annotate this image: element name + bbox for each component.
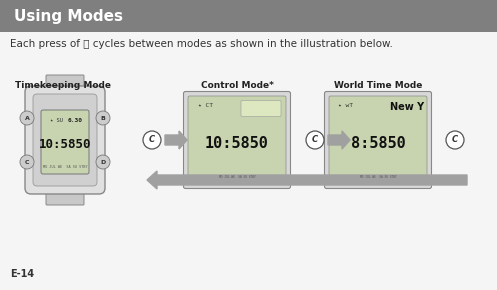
FancyBboxPatch shape [46, 187, 84, 205]
Circle shape [96, 111, 110, 125]
Text: C: C [25, 160, 29, 164]
FancyBboxPatch shape [241, 101, 281, 117]
Circle shape [306, 131, 324, 149]
Text: Each press of Ⓒ cycles between modes as shown in the illustration below.: Each press of Ⓒ cycles between modes as … [10, 39, 393, 49]
Circle shape [446, 131, 464, 149]
Text: C: C [452, 135, 458, 144]
Text: A: A [24, 115, 29, 121]
FancyBboxPatch shape [325, 92, 431, 188]
FancyBboxPatch shape [41, 110, 89, 174]
Text: 10:5850: 10:5850 [205, 137, 269, 151]
Text: Using Modes: Using Modes [14, 8, 123, 23]
Text: New Y: New Y [390, 102, 424, 113]
Circle shape [20, 111, 34, 125]
FancyArrow shape [165, 131, 187, 149]
Text: C: C [149, 135, 155, 144]
Text: ٭ wT: ٭ wT [338, 103, 353, 108]
FancyBboxPatch shape [183, 92, 291, 188]
Text: World Time Mode: World Time Mode [334, 81, 422, 90]
Text: Control Mode*: Control Mode* [201, 81, 273, 90]
Text: MO JUL WE  SA SU STBY: MO JUL WE SA SU STBY [219, 175, 255, 179]
Bar [0, 0, 497, 32]
FancyArrow shape [328, 131, 350, 149]
Circle shape [20, 155, 34, 169]
Text: MO JUL WE  SA SU STBY: MO JUL WE SA SU STBY [43, 165, 87, 169]
Text: MO JUL WE  SA SU STBY: MO JUL WE SA SU STBY [360, 175, 397, 179]
Text: E-14: E-14 [10, 269, 34, 279]
FancyBboxPatch shape [188, 96, 286, 184]
Text: B: B [100, 115, 105, 121]
FancyBboxPatch shape [329, 96, 427, 184]
FancyArrow shape [147, 171, 467, 189]
Text: ٭ SU: ٭ SU [51, 117, 64, 122]
FancyBboxPatch shape [25, 86, 105, 194]
Text: ٭ CT: ٭ CT [197, 103, 213, 108]
Text: C: C [312, 135, 318, 144]
Text: D: D [100, 160, 106, 164]
FancyBboxPatch shape [46, 75, 84, 93]
Circle shape [96, 155, 110, 169]
Text: 6.30: 6.30 [68, 117, 83, 122]
FancyBboxPatch shape [33, 94, 97, 186]
Text: Timekeeping Mode: Timekeeping Mode [15, 81, 111, 90]
Text: 8:5850: 8:5850 [350, 137, 406, 151]
Circle shape [143, 131, 161, 149]
Text: 10:5850: 10:5850 [39, 137, 91, 151]
